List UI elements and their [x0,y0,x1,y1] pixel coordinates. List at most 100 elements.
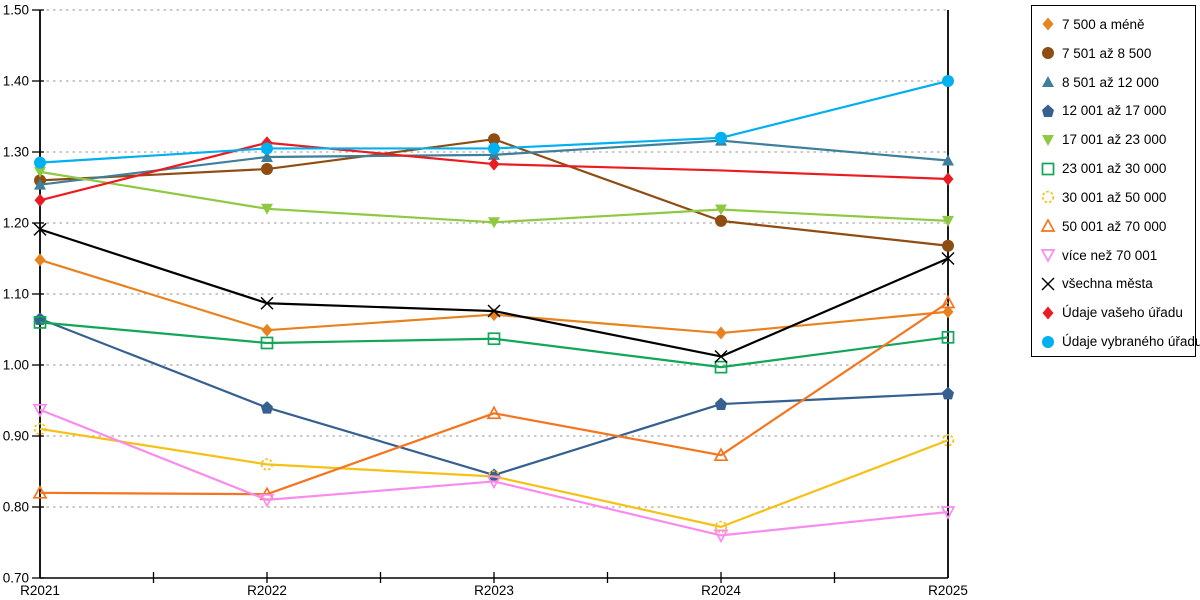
legend-item: všechna města [1040,269,1195,298]
legend-marker-icon [1042,76,1054,88]
data-point-marker [261,163,273,176]
data-point-marker [714,520,728,534]
data-point-marker [1042,134,1054,146]
y-axis-label: 0.80 [3,500,29,515]
data-point-marker [33,316,47,329]
data-point-marker [34,156,46,169]
data-point-marker [940,506,956,520]
series-line [39,317,949,477]
legend-item: 17 001 až 23 000 [1040,125,1195,154]
data-point-marker [715,204,727,216]
data-point-marker [1042,76,1054,88]
series-line [39,408,949,537]
data-point-marker [488,133,500,146]
legend-marker-icon [1041,162,1055,175]
data-point-marker [259,494,275,508]
legend-item: Údaje vybraného úřadu [1040,327,1200,356]
legend-item: 7 501 až 8 500 [1040,39,1195,68]
data-point-marker [941,330,955,344]
data-point-marker [715,214,727,227]
legend-marker-icon [1042,134,1054,146]
legend-label: 8 501 až 12 000 [1062,74,1159,90]
data-point-marker [34,253,46,267]
series-line [39,301,949,496]
legend-label: 30 001 až 50 000 [1062,189,1167,205]
legend-label: 50 001 až 70 000 [1062,218,1167,234]
data-point-marker [34,178,46,190]
y-axis-label: 1.10 [3,287,29,302]
data-point-marker [488,142,500,155]
legend-marker-icon [1042,47,1054,60]
legend-label: 7 501 až 8 500 [1062,45,1152,61]
data-point-marker [942,305,954,319]
data-point-marker [486,405,502,420]
data-point-marker [1041,277,1055,291]
chart-canvas: 0.70 0.80 0.90 1.00 1.10 1.20 1.30 1.40 1.50 R202… [3,3,968,599]
x-axis-label: R2021 [20,583,60,598]
data-point-marker [261,150,273,162]
data-point-marker [260,336,274,350]
data-point-marker [261,323,273,337]
data-point-marker [1042,335,1054,348]
y-axis-label: 1.50 [3,3,29,18]
data-point-marker [1042,17,1054,31]
legend-marker-icon [1042,104,1054,117]
legend-item: 7 500 a méně [1040,10,1195,39]
legend-item: 23 001 až 30 000 [1040,154,1195,183]
data-point-marker [260,458,274,471]
data-point-marker [1040,249,1056,263]
series-line [39,170,949,224]
legend-item: více než 70 001 [1040,241,1195,270]
data-point-marker [32,403,48,418]
data-point-marker [486,475,502,490]
legend-marker-icon [1040,218,1056,233]
y-axis-label: 1.40 [3,74,29,89]
data-point-marker [261,203,273,215]
data-point-marker [487,304,501,318]
x-axis-label: R2022 [247,583,287,598]
y-axis-label: 1.20 [3,216,29,231]
legend-marker-icon [1040,249,1056,263]
legend-item: Údaje vašeho úřadu [1040,298,1195,327]
legend-item: 30 001 až 50 000 [1040,183,1195,212]
legend-marker-icon [1042,17,1054,31]
data-point-marker [714,349,728,363]
data-point-marker [32,485,48,499]
series-line [39,228,949,358]
data-point-marker [1041,191,1055,204]
series-line [39,321,949,369]
y-axis-label: 1.30 [3,145,29,160]
data-point-marker [1040,218,1056,233]
legend-label: 23 001 až 30 000 [1062,161,1167,177]
data-point-marker [715,131,727,144]
data-point-marker [941,434,955,447]
data-point-marker [261,401,273,414]
legend-item: 12 001 až 17 000 [1040,96,1195,125]
data-point-marker [942,75,954,87]
data-point-marker [714,360,728,374]
legend-item: 8 501 až 12 000 [1040,68,1195,97]
data-point-marker [488,157,500,171]
data-point-marker [940,294,956,309]
data-point-marker [33,222,47,236]
data-point-marker [34,193,46,207]
data-point-marker [260,296,274,310]
data-point-marker [941,252,955,265]
data-point-marker [1042,104,1054,117]
data-point-marker [942,154,954,166]
y-axis-label: 0.70 [3,571,29,586]
y-axis-label: 0.90 [3,429,29,444]
x-axis-label: R2023 [474,583,514,598]
y-axis-label: 1.00 [3,358,29,373]
data-point-marker [942,386,954,400]
data-point-marker [487,332,501,346]
data-point-marker [942,172,954,186]
legend-marker-icon [1041,277,1055,291]
data-point-marker [488,217,500,229]
legend-marker-icon [1042,306,1054,320]
data-point-marker [942,239,954,252]
data-point-marker [1041,162,1055,175]
data-point-marker [261,142,273,155]
data-point-marker [713,447,729,462]
